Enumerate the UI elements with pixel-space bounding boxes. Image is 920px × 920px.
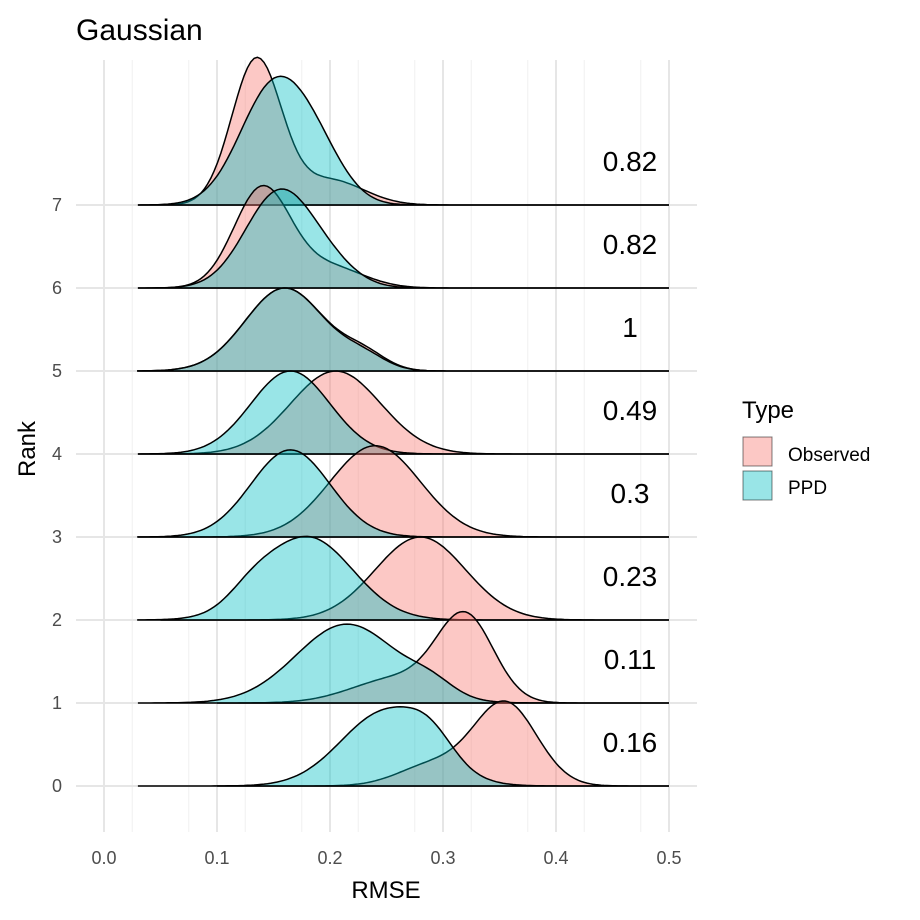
ppd-density-rank-5 — [137, 287, 669, 372]
x-tick-label: 0.2 — [317, 848, 342, 868]
annotation-rank-0: 0.16 — [603, 727, 658, 758]
y-axis-label: Rank — [14, 420, 41, 477]
chart-title: Gaussian — [76, 14, 203, 47]
rank-annotations: 0.16 0.11 0.23 0.3 0.49 1 0.82 0.82 — [603, 146, 658, 758]
density-ridges — [137, 56, 669, 787]
ppd-density-rank-7 — [137, 75, 669, 206]
ppd-density-rank-2 — [137, 535, 669, 621]
legend-label-observed: Observed — [788, 445, 870, 466]
annotation-rank-6: 0.82 — [603, 229, 658, 260]
legend-swatch-observed — [742, 436, 773, 467]
x-tick-label: 0.0 — [91, 848, 116, 868]
ppd-density-rank-1 — [137, 623, 669, 704]
annotation-rank-5: 1 — [622, 312, 638, 343]
ppd-density-rank-3 — [137, 449, 669, 538]
annotation-rank-3: 0.3 — [611, 478, 650, 509]
y-tick-label: 0 — [52, 776, 62, 796]
y-tick-label: 5 — [52, 361, 62, 381]
annotation-rank-7: 0.82 — [603, 146, 658, 177]
legend-title: Type — [742, 397, 794, 424]
y-axis-ticks: 0 1 2 3 4 5 6 7 — [52, 195, 62, 796]
annotation-rank-1: 0.11 — [604, 644, 656, 675]
legend-label-ppd: PPD — [788, 478, 827, 499]
ppd-density-rank-6 — [137, 188, 669, 289]
x-axis-label: RMSE — [351, 877, 420, 904]
x-tick-label: 0.3 — [430, 848, 455, 868]
annotation-rank-4: 0.49 — [603, 395, 658, 426]
x-axis-ticks: 0.0 0.1 0.2 0.3 0.4 0.5 — [91, 848, 681, 868]
y-tick-label: 6 — [52, 278, 62, 298]
y-tick-label: 2 — [52, 610, 62, 630]
legend-swatch-ppd — [742, 470, 773, 501]
y-tick-label: 4 — [52, 444, 62, 464]
x-tick-label: 0.5 — [656, 848, 681, 868]
legend: Type Observed PPD — [742, 397, 870, 501]
y-tick-label: 3 — [52, 527, 62, 547]
y-tick-label: 1 — [52, 693, 62, 713]
x-tick-label: 0.1 — [204, 848, 229, 868]
ppd-density-rank-4 — [137, 370, 669, 455]
x-tick-label: 0.4 — [543, 848, 568, 868]
ppd-density-rank-0 — [137, 706, 669, 787]
annotation-rank-2: 0.23 — [603, 561, 658, 592]
y-tick-label: 7 — [52, 195, 62, 215]
